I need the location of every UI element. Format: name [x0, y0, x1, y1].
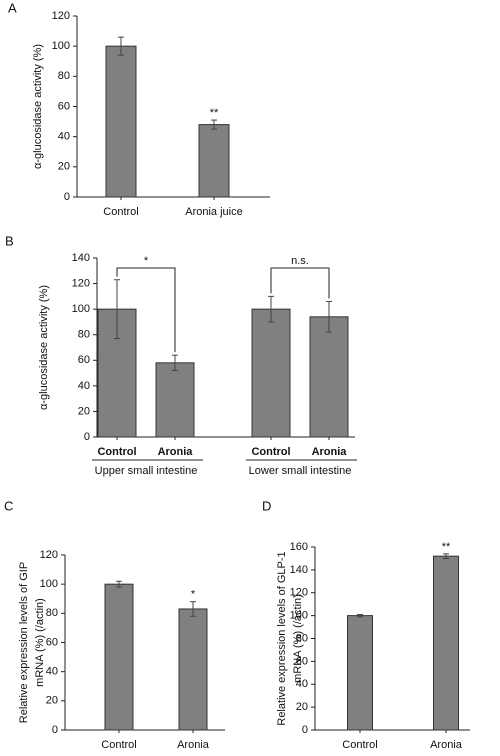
x-tick-label: Control: [103, 206, 138, 218]
bar: [198, 124, 230, 198]
x-tick-label: Control: [97, 446, 136, 458]
y-tick-label: 0: [52, 724, 58, 736]
panel-label: B: [5, 233, 14, 248]
comparison-bracket: [116, 267, 176, 353]
x-tick-label: Aronia: [430, 739, 463, 751]
y-axis-label: α-glucosidase activity (%): [38, 285, 50, 410]
y-tick-label: 120: [52, 10, 70, 22]
y-tick-label: 120: [290, 587, 308, 599]
x-tick-label: Control: [101, 739, 136, 751]
y-tick-label: 80: [296, 632, 308, 644]
y-axis-label: mRNA (%) (/actin): [292, 594, 304, 683]
panel-label: C: [4, 498, 13, 513]
panel-label: A: [8, 0, 17, 15]
panel-label: D: [262, 498, 271, 513]
y-tick-label: 40: [58, 131, 70, 143]
comparison-bracket: [270, 267, 330, 299]
y-tick-label: 40: [296, 678, 308, 690]
y-axis-label: mRNA (%) (/actin): [34, 598, 46, 687]
x-tick-label: Control: [342, 739, 377, 751]
significance-label: *: [191, 589, 196, 601]
bar: [155, 362, 195, 438]
y-tick-label: 140: [290, 564, 308, 576]
y-tick-label: 80: [58, 70, 70, 82]
y-axis-label: α-glucosidase activity (%): [32, 44, 44, 169]
bar: [105, 45, 137, 198]
y-tick-label: 20: [296, 701, 308, 713]
bar: [309, 316, 349, 438]
y-tick-label: 100: [72, 303, 90, 315]
y-tick-label: 80: [78, 329, 90, 341]
y-tick-label: 60: [58, 100, 70, 112]
y-tick-label: 120: [72, 277, 90, 289]
group-label: Lower small intestine: [249, 465, 352, 477]
x-tick-label: Aronia: [312, 446, 348, 458]
y-tick-label: 60: [78, 354, 90, 366]
y-tick-label: 0: [64, 191, 70, 203]
y-tick-label: 60: [296, 655, 308, 667]
x-tick-label: Aronia: [177, 739, 210, 751]
significance-label: **: [442, 541, 451, 553]
significance-label: **: [210, 107, 219, 119]
y-tick-label: 0: [84, 431, 90, 443]
y-tick-label: 100: [40, 578, 58, 590]
bar: [347, 615, 373, 731]
comparison-label: *: [144, 255, 149, 267]
x-tick-label: Aronia: [158, 446, 194, 458]
y-tick-label: 20: [58, 161, 70, 173]
y-tick-label: 40: [46, 666, 58, 678]
comparison-label: n.s.: [291, 255, 309, 267]
y-axis-label: Relative expression levels of GLP-1: [276, 551, 288, 725]
y-tick-label: 100: [290, 610, 308, 622]
y-tick-label: 0: [302, 724, 308, 736]
y-tick-label: 20: [46, 695, 58, 707]
x-tick-label: Control: [251, 446, 290, 458]
y-tick-label: 40: [78, 380, 90, 392]
bar: [178, 608, 208, 731]
y-tick-label: 20: [78, 405, 90, 417]
bar: [433, 555, 459, 731]
y-tick-label: 140: [72, 252, 90, 264]
y-tick-label: 120: [40, 549, 58, 561]
bar: [251, 308, 291, 438]
y-tick-label: 100: [52, 40, 70, 52]
x-tick-label: Aronia juice: [185, 206, 242, 218]
y-axis-label: Relative expression levels of GIP: [18, 562, 30, 723]
y-tick-label: 80: [46, 607, 58, 619]
group-label: Upper small intestine: [95, 465, 198, 477]
y-tick-label: 160: [290, 541, 308, 553]
bar: [104, 583, 134, 731]
y-tick-label: 60: [46, 636, 58, 648]
